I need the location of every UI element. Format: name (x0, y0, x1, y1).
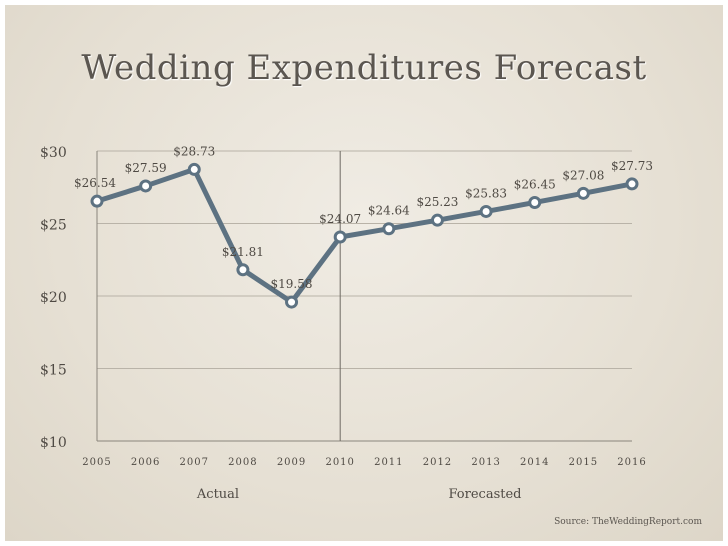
data-point (382, 222, 396, 236)
data-point (236, 263, 250, 277)
x-tick-label: 2014 (520, 457, 549, 468)
data-point (430, 213, 444, 227)
data-point (90, 194, 104, 208)
y-tick-label: $25 (40, 218, 67, 234)
data-point (285, 295, 299, 309)
chart-title: Wedding Expenditures Forecast (81, 48, 647, 88)
data-label: $26.54 (74, 176, 116, 190)
data-point (625, 177, 639, 191)
data-label: $27.59 (125, 161, 167, 175)
data-label: $19.58 (271, 277, 313, 291)
data-point (528, 195, 542, 209)
x-tick-label: 2005 (82, 457, 111, 468)
data-point (139, 179, 153, 193)
y-tick-label: $10 (40, 435, 67, 451)
x-tick-label: 2008 (228, 457, 257, 468)
x-tick-label: 2007 (180, 457, 209, 468)
data-label: $24.64 (368, 204, 410, 218)
x-tick-label: 2011 (374, 457, 403, 468)
series-line (96, 166, 633, 305)
y-tick-label: $20 (40, 290, 67, 306)
data-label: $26.45 (514, 177, 556, 191)
data-label: $24.07 (319, 212, 361, 226)
data-point (333, 230, 347, 244)
data-point (187, 162, 201, 176)
x-tick-label: 2016 (617, 457, 646, 468)
x-tick-label: 2013 (471, 457, 500, 468)
data-point (576, 186, 590, 200)
slide-background (5, 5, 723, 541)
data-label: $28.73 (173, 144, 215, 158)
x-tick-label: 2009 (277, 457, 306, 468)
data-label: $25.83 (465, 186, 507, 200)
data-label: $27.08 (562, 168, 604, 182)
data-label: $21.81 (222, 245, 264, 259)
region-label-forecasted: Forecasted (449, 487, 522, 502)
x-tick-label: 2010 (325, 457, 354, 468)
region-label-actual: Actual (196, 487, 239, 502)
data-label: $25.23 (416, 195, 458, 209)
y-tick-label: $15 (40, 363, 67, 379)
x-tick-label: 2015 (569, 457, 598, 468)
x-tick-label: 2006 (131, 457, 160, 468)
x-tick-label: 2012 (423, 457, 452, 468)
y-tick-label: $30 (40, 145, 67, 161)
source-note: Source: TheWeddingReport.com (554, 517, 702, 527)
data-label: $27.73 (611, 159, 653, 173)
data-point (479, 204, 493, 218)
